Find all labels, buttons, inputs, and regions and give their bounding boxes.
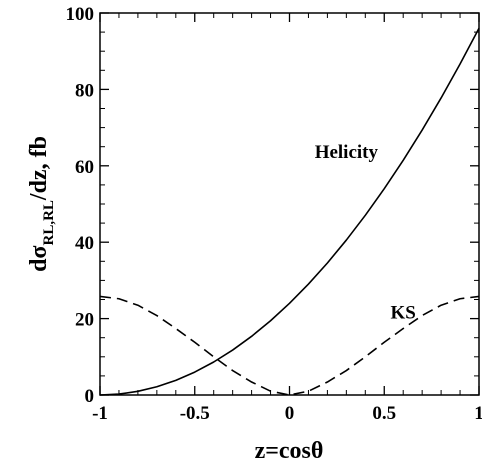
y-tick-label: 20: [75, 310, 94, 331]
x-tick-label: 0: [285, 403, 295, 424]
y-axis-title-main: dσ: [26, 246, 52, 272]
y-axis-title-tail: /dz, fb: [26, 136, 52, 201]
x-tick-label: -1: [92, 403, 108, 424]
series-layer: [99, 27, 480, 396]
x-tick-label: 0.5: [372, 403, 396, 424]
annotation-helicity: Helicity: [315, 142, 379, 163]
annotation-ks: KS: [391, 303, 416, 324]
x-tick-label: 1: [474, 403, 482, 424]
y-tick-label: 40: [75, 233, 94, 254]
annotations-layer: Helicity KS: [315, 142, 416, 323]
series-helicity-line: [99, 27, 480, 396]
plot-frame: [99, 12, 480, 396]
tick-labels: -1 -0.5 0 0.5 1 0 20 40 60 80 100: [66, 4, 482, 424]
y-axis-title: dσRL,RL/dz, fb: [26, 136, 57, 272]
y-tick-label: 80: [75, 80, 94, 101]
y-tick-label: 60: [75, 157, 94, 178]
x-tick-label: -0.5: [180, 403, 210, 424]
series-ks-line: [99, 295, 480, 396]
axis-ticks: [99, 12, 480, 396]
y-axis-title-subscript: RL,RL: [41, 200, 57, 245]
y-tick-label: 0: [85, 386, 95, 407]
y-tick-label: 100: [66, 4, 95, 25]
x-axis-title: z=cosθ: [255, 438, 324, 464]
